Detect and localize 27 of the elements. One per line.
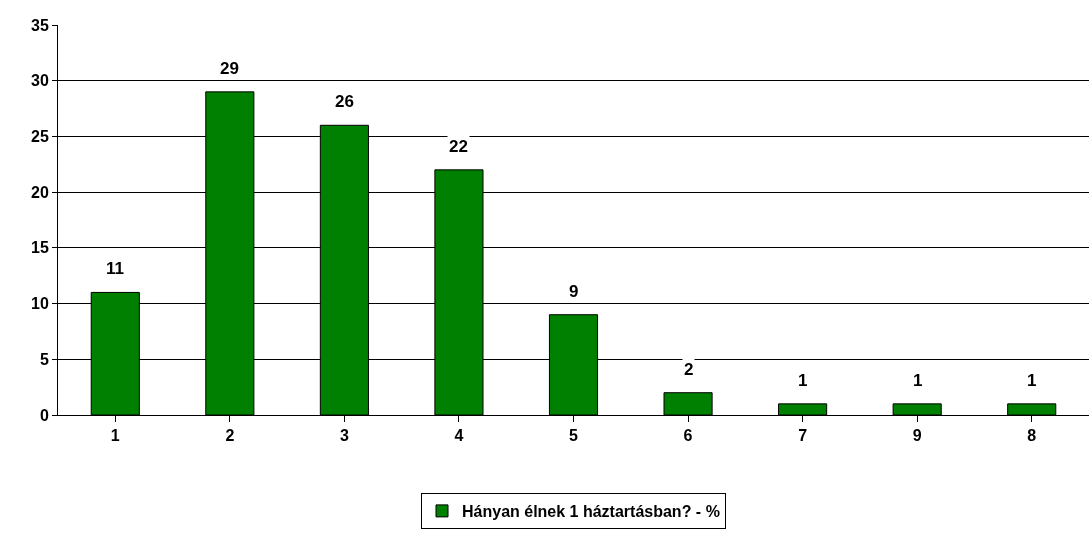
y-tick-label: 15	[31, 239, 49, 257]
data-label: 2	[684, 360, 694, 379]
x-tick-label: 7	[798, 427, 808, 445]
data-label: 11	[106, 259, 124, 278]
y-tick-label: 20	[31, 183, 49, 201]
x-tick-label: 5	[569, 427, 579, 445]
x-tick-label: 1	[110, 427, 120, 445]
y-tick-label: 30	[31, 72, 49, 90]
y-tick-label: 10	[31, 295, 49, 313]
x-tick-label: 9	[912, 427, 922, 445]
data-label: 29	[220, 59, 239, 78]
y-tick-label: 0	[39, 406, 49, 424]
data-label: 1	[798, 371, 808, 390]
data-label: 22	[449, 137, 468, 156]
x-tick-label: 6	[683, 427, 693, 445]
data-label: 9	[569, 282, 579, 301]
y-tick-label: 5	[39, 350, 49, 368]
data-label: 1	[1027, 371, 1037, 390]
y-tick-label: 35	[31, 16, 49, 34]
y-tick-label: 25	[31, 128, 49, 146]
x-tick-label: 8	[1027, 427, 1037, 445]
x-tick-label: 4	[454, 427, 464, 445]
x-tick-label: 3	[339, 427, 349, 445]
legend-label: Hányan élnek 1 háztartásban? - %	[462, 503, 720, 521]
data-label: 26	[335, 92, 354, 111]
data-label: 1	[913, 371, 923, 390]
x-tick-label: 2	[225, 427, 235, 445]
